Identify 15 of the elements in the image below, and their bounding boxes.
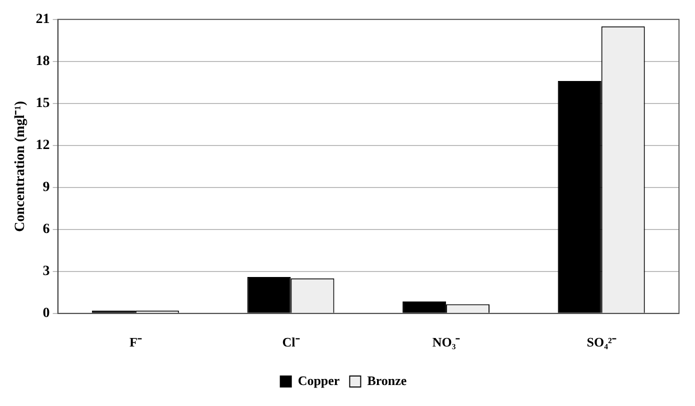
y-tick-label: 6 xyxy=(42,222,50,238)
x-tick-label: NO₃⁻ xyxy=(432,334,461,350)
legend-label: Copper xyxy=(298,372,340,388)
y-tick-label: 0 xyxy=(42,306,50,322)
y-tick-label: 12 xyxy=(36,138,50,154)
y-tick-label: 18 xyxy=(36,54,50,70)
y-tick-label: 9 xyxy=(42,180,50,196)
y-tick-label: 21 xyxy=(36,12,50,28)
y-axis-title: Concentration (mgl⁻¹) xyxy=(13,100,28,232)
legend-label: Bronze xyxy=(367,372,407,388)
y-tick-label: 3 xyxy=(42,264,50,280)
y-tick-label: 15 xyxy=(36,96,50,112)
x-tick-label: Cl⁻ xyxy=(282,334,300,350)
x-tick-label: SO₄²⁻ xyxy=(586,334,617,350)
x-tick-label: F⁻ xyxy=(129,334,142,350)
